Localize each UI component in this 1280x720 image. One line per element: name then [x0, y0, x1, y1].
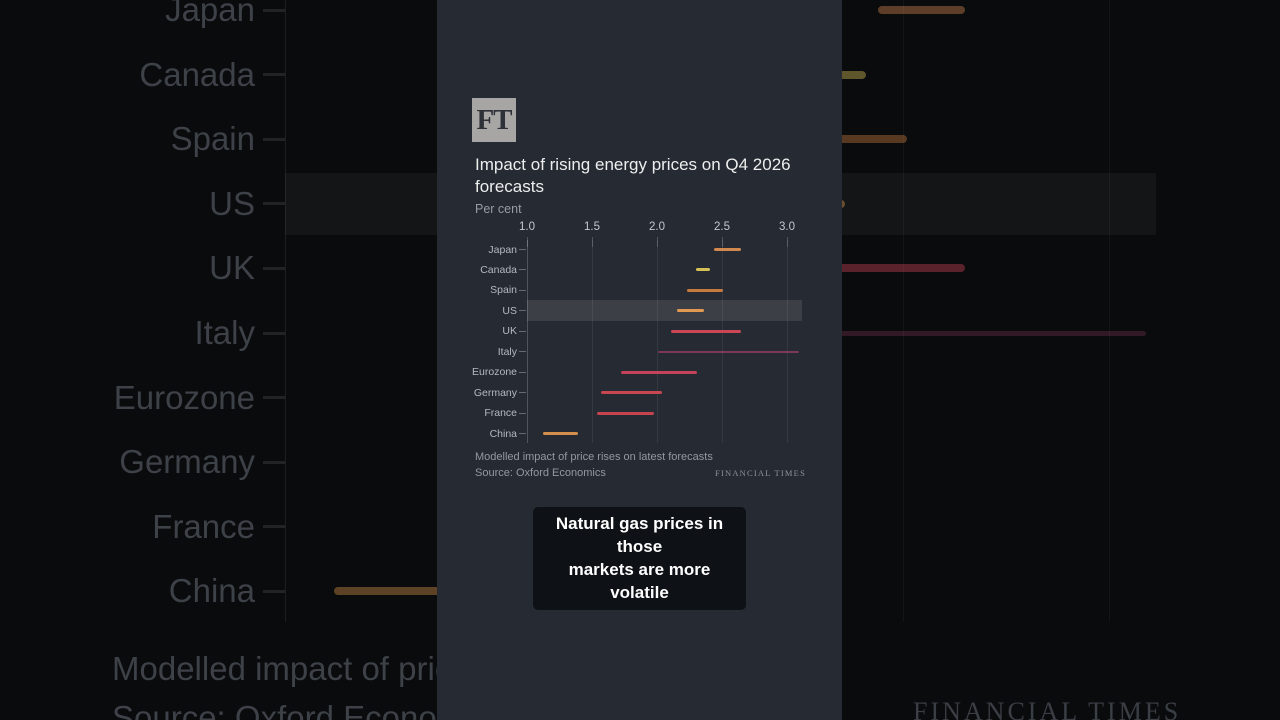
gridline-2.5 — [903, 0, 904, 622]
bar-uk — [742, 264, 965, 273]
row-tick-japan — [263, 8, 285, 12]
row-label-japan: Japan — [165, 0, 255, 28]
axis-tick-label-1.0: 1.0 — [519, 221, 535, 233]
bar-france — [597, 411, 655, 415]
row-label-china: China — [489, 427, 517, 440]
bar-us — [676, 309, 704, 313]
row-label-uk: UK — [209, 249, 255, 287]
bar-spain — [791, 135, 908, 144]
axis-tick-2.0 — [657, 237, 658, 247]
row-tick-eurozone — [519, 371, 526, 373]
axis-tick-2.5 — [722, 237, 723, 247]
row-label-france: France — [152, 507, 255, 545]
gridline-3.0 — [787, 240, 788, 443]
row-label-italy: Italy — [497, 345, 517, 358]
row-label-spain: Spain — [170, 120, 255, 158]
y-axis-line — [527, 240, 528, 443]
caption-line-1: Natural gas prices in those — [555, 514, 724, 556]
row-label-uk: UK — [502, 325, 517, 338]
row-label-canada: Canada — [480, 263, 517, 276]
video-caption: Natural gas prices in those markets are … — [533, 507, 746, 610]
row-label-us: US — [502, 304, 517, 317]
gridline-1.5 — [592, 240, 593, 443]
gridline-3.0 — [1109, 0, 1110, 622]
bar-spain — [686, 288, 724, 292]
y-axis-line — [285, 0, 286, 622]
row-label-eurozone: Eurozone — [113, 378, 255, 416]
row-label-france: France — [484, 407, 517, 420]
bar-japan — [714, 248, 742, 251]
bar-italy — [658, 350, 799, 353]
ft-logo: FT — [472, 98, 516, 142]
row-label-japan: Japan — [488, 243, 517, 256]
ft-masthead: FINANCIAL TIMES — [715, 468, 806, 478]
axis-tick-label-2.0: 2.0 — [649, 221, 665, 233]
row-tick-uk — [519, 330, 526, 332]
row-tick-germany — [519, 392, 526, 394]
row-tick-china — [519, 433, 526, 435]
row-tick-spain — [519, 289, 526, 291]
bar-canada — [820, 70, 866, 79]
row-tick-china — [263, 589, 285, 593]
row-label-spain: Spain — [490, 284, 517, 297]
caption-line-2: markets are more volatile — [568, 560, 711, 602]
row-label-eurozone: Eurozone — [472, 366, 517, 379]
chart-note: Modelled impact of price rises on latest… — [475, 451, 713, 463]
row-label-us: US — [209, 184, 255, 222]
row-tick-canada — [519, 269, 526, 271]
row-tick-spain — [263, 137, 285, 141]
axis-tick-3.0 — [787, 237, 788, 247]
axis-tick-label-3.0: 3.0 — [779, 221, 795, 233]
bar-japan — [878, 6, 965, 14]
gridline-2.0 — [657, 240, 658, 443]
row-label-germany: Germany — [119, 443, 255, 481]
row-tick-italy — [263, 331, 285, 335]
row-tick-canada — [263, 73, 285, 77]
gridline-2.5 — [722, 240, 723, 443]
row-label-canada: Canada — [139, 55, 255, 93]
row-label-germany: Germany — [473, 386, 517, 399]
bar-germany — [601, 391, 663, 395]
highlight-band-us — [527, 300, 802, 322]
bar-eurozone — [620, 370, 698, 374]
bar-uk — [671, 329, 742, 333]
chart-title: Impact of rising energy prices on Q4 202… — [475, 155, 791, 196]
row-tick-us — [263, 202, 285, 206]
bar-italy — [701, 330, 1147, 336]
axis-tick-label-1.5: 1.5 — [584, 221, 600, 233]
axis-tick-1.0 — [527, 237, 528, 247]
bar-china — [334, 587, 446, 596]
chart-unit-label: Per cent — [475, 202, 522, 216]
bar-canada — [696, 268, 711, 272]
background-ft-masthead: FINANCIAL TIMES — [913, 697, 1182, 720]
row-tick-eurozone — [263, 396, 285, 400]
row-label-china: China — [168, 572, 255, 610]
row-tick-france — [519, 412, 526, 414]
row-tick-japan — [519, 249, 526, 250]
row-tick-germany — [263, 460, 285, 464]
row-tick-us — [519, 310, 526, 312]
row-tick-france — [263, 525, 285, 529]
axis-tick-1.5 — [592, 237, 593, 247]
chart-source: Source: Oxford Economics — [475, 467, 606, 479]
row-tick-uk — [263, 266, 285, 270]
row-label-italy: Italy — [194, 314, 255, 351]
row-tick-italy — [519, 351, 526, 353]
background-source-text: Source: Oxford Economics — [112, 699, 505, 720]
bar-china — [542, 432, 578, 436]
axis-tick-label-2.5: 2.5 — [714, 221, 730, 233]
